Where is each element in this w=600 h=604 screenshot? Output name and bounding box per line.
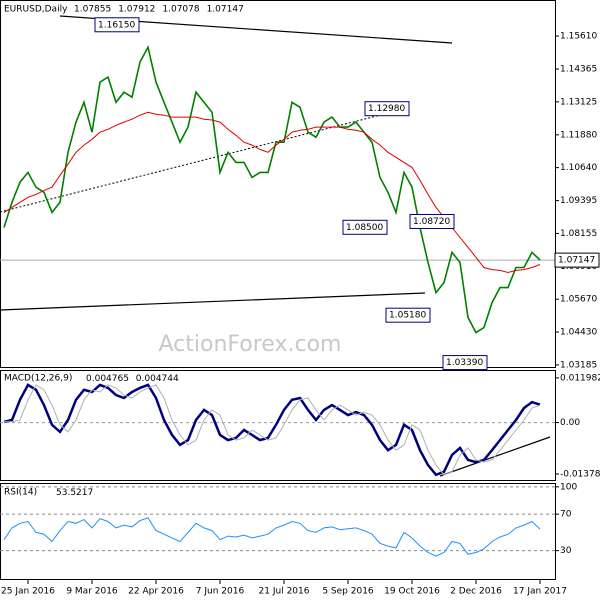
annotation-label: 1.08720 (413, 217, 450, 227)
y-tick-label: -0.013788 (560, 469, 600, 479)
annotation-box (409, 213, 455, 229)
chart-title: EURUSD,Daily (4, 5, 68, 15)
y-tick-label: 30 (560, 546, 572, 556)
y-tick-label: 1.13125 (560, 97, 597, 107)
y-tick-label: 0.00 (560, 418, 580, 428)
series-line (3, 44, 541, 334)
reading: 0.004744 (136, 374, 179, 384)
y-tick-label: 0.011982 (560, 373, 600, 383)
reading: 1.07147 (207, 5, 244, 15)
series-line (3, 383, 541, 477)
annotation-label: 1.16150 (98, 20, 135, 30)
y-tick-label: 1.14365 (560, 65, 597, 75)
annotation-box (364, 101, 410, 117)
last-price-label: 1.07147 (558, 256, 595, 266)
last-price-box (554, 252, 600, 268)
y-tick-label: 1.09395 (560, 196, 597, 206)
x-tick-label: 5 Sep 2016 (322, 587, 374, 597)
x-tick-label: 7 Jun 2016 (196, 587, 245, 597)
y-tick-label: 100 (560, 482, 577, 492)
reading: 1.07078 (162, 5, 199, 15)
watermark: ActionForex.com (159, 332, 342, 357)
rsi-panel (0, 483, 556, 580)
reading: 0.004765 (86, 374, 129, 384)
y-tick-label: 1.05670 (560, 295, 597, 305)
annotation-label: 1.05180 (389, 311, 426, 321)
y-tick-label: 1.11880 (560, 130, 597, 140)
macd-panel (0, 370, 556, 481)
x-tick-label: 22 Apr 2016 (128, 587, 184, 597)
y-tick-label: 1.03185 (560, 361, 597, 371)
macd-title: MACD(12,26,9) (4, 374, 72, 384)
y-tick-label: 1.15610 (560, 32, 597, 42)
annotation-label: 1.08500 (346, 223, 383, 233)
x-tick-label: 25 Jan 2016 (1, 587, 55, 597)
annotation-box (342, 219, 388, 235)
series-line (3, 517, 541, 557)
trend-line (0, 292, 426, 311)
annotation-label: 1.03390 (446, 358, 483, 368)
y-tick-label: 1.10640 (560, 163, 597, 173)
y-tick-label: 70 (560, 510, 572, 520)
rsi-title: RSI(14) (4, 488, 37, 498)
annotation-box (385, 307, 431, 323)
reading: 1.07912 (118, 5, 155, 15)
x-tick-label: 21 Jul 2016 (259, 587, 310, 597)
x-tick-label: 17 Jan 2017 (513, 587, 567, 597)
annotation-box (94, 17, 140, 33)
x-tick-label: 2 Dec 2016 (450, 587, 502, 597)
reading: 1.07855 (74, 5, 111, 15)
x-tick-label: 19 Oct 2016 (384, 587, 440, 597)
y-tick-label: 1.04430 (560, 328, 597, 338)
series-line (4, 384, 541, 476)
price-panel (0, 0, 556, 368)
reading: 53.5217 (56, 488, 93, 498)
y-tick-label: 1.08155 (560, 229, 597, 239)
annotation-label: 1.12980 (368, 104, 405, 114)
x-tick-label: 9 Mar 2016 (66, 587, 118, 597)
annotation-box (442, 355, 488, 371)
